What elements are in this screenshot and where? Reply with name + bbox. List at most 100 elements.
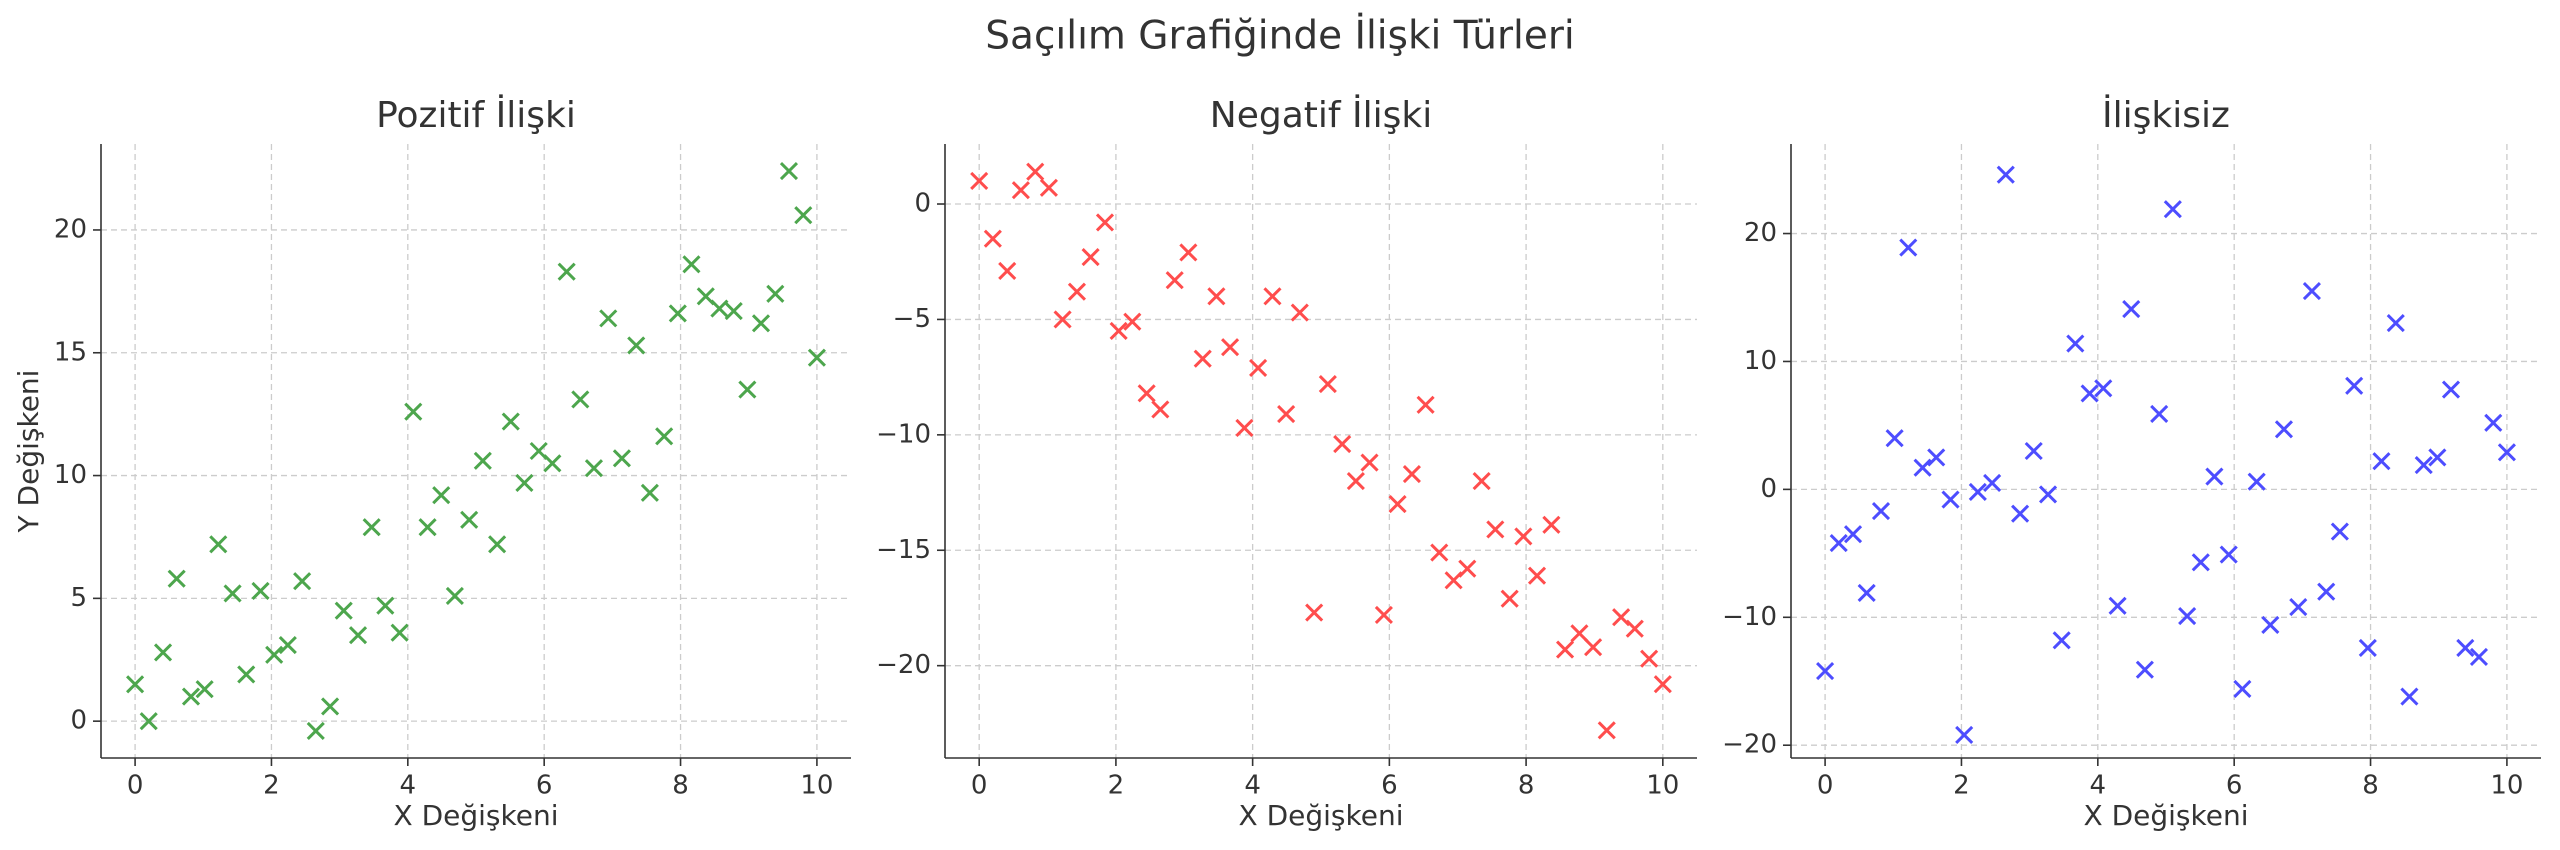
point — [1290, 303, 1309, 322]
x-tick-label: 10 — [2490, 771, 2523, 801]
point — [2233, 679, 2252, 698]
point — [1968, 482, 1987, 501]
point — [1843, 525, 1863, 544]
point — [2094, 379, 2113, 398]
point — [2386, 314, 2405, 333]
point — [1053, 310, 1072, 329]
point — [1871, 502, 1891, 521]
x-tick-label: 4 — [2090, 771, 2107, 801]
point — [306, 721, 325, 741]
x-axis-label: X Değişkeni — [2084, 799, 2249, 832]
point — [779, 161, 799, 181]
point — [473, 451, 492, 470]
x-tick-label: 0 — [127, 771, 144, 801]
point — [488, 535, 507, 554]
point — [251, 581, 270, 601]
figure-title: Saçılım Grafiğinde İlişki Türleri — [985, 13, 1574, 59]
point — [501, 412, 520, 431]
point — [293, 572, 312, 591]
point — [1249, 358, 1268, 377]
point — [738, 380, 757, 399]
point — [2066, 334, 2085, 353]
point — [1277, 405, 1296, 424]
point — [2205, 467, 2224, 486]
point — [1263, 287, 1282, 306]
point — [557, 262, 576, 281]
point — [195, 680, 214, 699]
point — [2497, 443, 2516, 462]
point — [1179, 243, 1198, 262]
point — [2011, 504, 2030, 523]
point — [1305, 603, 1324, 622]
point — [2274, 420, 2294, 439]
point — [1625, 619, 1644, 638]
point — [2484, 413, 2503, 432]
point — [390, 623, 409, 642]
point — [2441, 380, 2461, 399]
point — [1597, 721, 1616, 740]
point — [348, 626, 368, 645]
y-tick-label: −20 — [1722, 730, 1777, 760]
point — [2038, 485, 2058, 504]
point — [2358, 638, 2377, 658]
point — [1927, 448, 1946, 467]
point — [209, 535, 228, 554]
point — [2052, 631, 2071, 650]
point — [2247, 472, 2266, 491]
point — [1137, 384, 1156, 403]
point — [515, 473, 534, 492]
point — [321, 697, 340, 716]
point — [1165, 271, 1184, 290]
x-axis-label: X Değişkeni — [394, 799, 559, 832]
x-tick-label: 8 — [672, 771, 689, 801]
point — [404, 402, 423, 421]
point — [751, 314, 771, 333]
point — [543, 454, 562, 473]
point — [1235, 418, 1254, 437]
point — [1221, 338, 1240, 357]
point — [2372, 452, 2391, 471]
point — [1026, 162, 1045, 181]
y-tick-label: −5 — [893, 304, 931, 334]
subplot-title: Negatif İlişki — [1210, 94, 1432, 136]
x-tick-label: 4 — [1244, 771, 1261, 801]
point — [376, 596, 395, 615]
point — [627, 336, 646, 355]
point — [2135, 660, 2154, 679]
point — [2191, 553, 2210, 572]
x-tick-label: 2 — [263, 771, 280, 801]
point — [1081, 248, 1100, 267]
point — [1514, 527, 1533, 546]
point — [1039, 178, 1058, 197]
point — [1333, 435, 1352, 454]
point — [599, 309, 618, 328]
x-tick-label: 2 — [1108, 771, 1125, 801]
point — [1640, 649, 1659, 668]
point — [1983, 473, 2002, 493]
point — [2108, 596, 2127, 615]
point — [1500, 589, 1519, 608]
point — [1570, 624, 1589, 643]
point — [1123, 312, 1142, 331]
point — [1109, 321, 1128, 341]
y-tick-label: −15 — [876, 535, 931, 565]
point — [2317, 582, 2336, 601]
point — [2428, 448, 2447, 467]
point — [2414, 456, 2433, 475]
point — [1542, 515, 1561, 534]
point — [1360, 453, 1379, 472]
x-tick-label: 0 — [971, 771, 988, 801]
x-tick-label: 8 — [2362, 771, 2379, 801]
point — [2261, 615, 2280, 635]
subplot-title: İlişkisiz — [2102, 94, 2230, 136]
x-axis-label: X Değişkeni — [1239, 799, 1404, 832]
point — [807, 348, 826, 367]
y-tick-label: 10 — [54, 460, 87, 490]
point — [460, 510, 479, 529]
point — [1374, 605, 1393, 624]
point — [724, 301, 743, 321]
point — [1346, 471, 1365, 491]
y-tick-label: −20 — [876, 650, 931, 680]
y-tick-label: 0 — [914, 189, 931, 219]
